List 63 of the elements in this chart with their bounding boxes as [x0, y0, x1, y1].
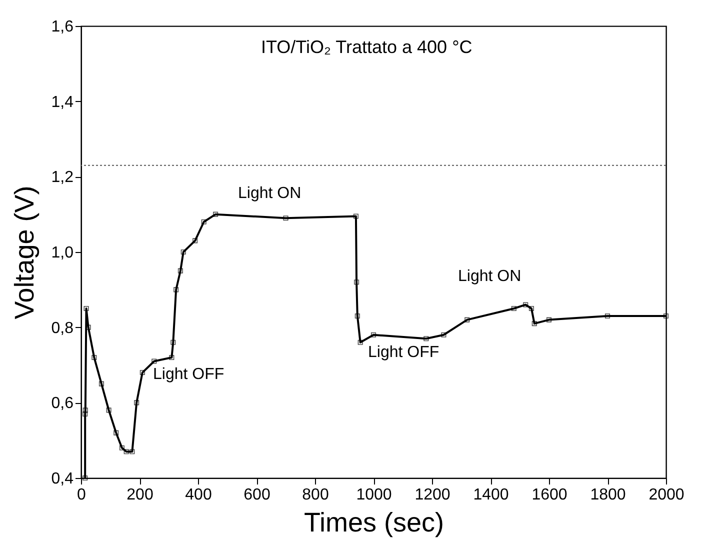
- point: [354, 314, 360, 319]
- point: [82, 411, 88, 416]
- x-tick-label: 2000: [648, 486, 684, 504]
- x-tick-label: 800: [302, 486, 329, 504]
- point: [353, 214, 358, 219]
- point: [124, 449, 129, 454]
- point: [152, 358, 157, 364]
- point: [134, 400, 140, 406]
- annotation: Light OFF: [153, 366, 224, 383]
- point: [84, 306, 89, 312]
- annotation: Light OFF: [368, 344, 440, 361]
- y-tick-label: 1,4: [51, 94, 74, 111]
- point: [464, 317, 470, 322]
- point: [528, 306, 534, 312]
- point: [180, 249, 186, 255]
- x-tick-label: 1600: [532, 486, 568, 504]
- x-tick-label: 400: [185, 486, 212, 504]
- point: [178, 268, 183, 274]
- point: [98, 381, 104, 386]
- x-axis-title: Times (sec): [304, 508, 444, 538]
- point: [546, 317, 552, 322]
- point: [511, 306, 516, 312]
- point: [119, 445, 124, 450]
- x-tick-label: 1200: [414, 486, 450, 504]
- point: [106, 408, 112, 413]
- point: [370, 332, 376, 338]
- x-tick-label: 1000: [356, 486, 392, 504]
- x-tick-label: 200: [126, 486, 154, 504]
- annotation: Light ON: [238, 185, 302, 202]
- y-tick-label: 1,6: [51, 18, 74, 36]
- point: [424, 336, 429, 342]
- annotation: Light ON: [458, 268, 522, 285]
- point: [140, 370, 145, 376]
- point: [523, 302, 528, 308]
- y-axis-title: Voltage (V): [9, 186, 40, 320]
- point: [354, 280, 360, 285]
- point: [358, 340, 363, 345]
- point: [663, 314, 669, 319]
- point: [114, 430, 119, 436]
- y-tick-label: 0,6: [51, 395, 74, 412]
- y-tick-label: 1,0: [51, 244, 74, 262]
- text: ITO/TiO₂ Trattato a 400 °C: [261, 37, 472, 57]
- point: [174, 287, 179, 292]
- point: [201, 219, 206, 224]
- y-tick-label: 0,8: [51, 320, 74, 337]
- point: [441, 332, 446, 338]
- point: [170, 340, 176, 345]
- point: [130, 449, 135, 454]
- point: [192, 238, 198, 244]
- point: [604, 314, 610, 319]
- point: [213, 212, 218, 217]
- point: [92, 354, 97, 360]
- x-tick-label: 1400: [473, 486, 509, 504]
- y-tick-label: 0,4: [51, 470, 74, 488]
- y-tick-label: 1,2: [51, 169, 74, 186]
- point: [82, 475, 88, 481]
- x-tick-label: 0: [77, 486, 86, 504]
- x-tick-label: 1800: [590, 486, 626, 504]
- x-tick-label: 600: [244, 486, 270, 504]
- point: [169, 354, 174, 360]
- point: [532, 321, 537, 326]
- point: [283, 216, 288, 221]
- point: [82, 408, 88, 413]
